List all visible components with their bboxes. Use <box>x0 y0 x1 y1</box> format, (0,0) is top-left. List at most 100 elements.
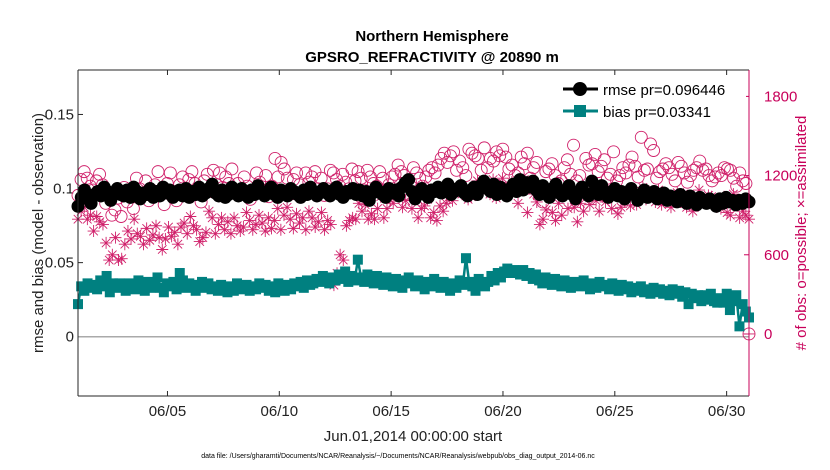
possible-obs-point <box>277 162 291 176</box>
assimilated-obs-point <box>368 213 381 226</box>
bias-point <box>397 282 408 293</box>
bias-point <box>336 273 347 284</box>
bias-point <box>718 297 729 308</box>
bias-point <box>241 279 252 290</box>
assimilated-obs-point <box>349 213 362 226</box>
possible-obs-point <box>625 150 639 164</box>
assimilated-obs-point <box>112 254 125 267</box>
bias-point <box>349 275 360 286</box>
assimilated-obs-point <box>577 205 590 218</box>
assimilated-obs-point <box>168 226 181 239</box>
possible-obs-point <box>225 162 239 176</box>
possible-obs-point <box>607 145 621 159</box>
possible-obs-point <box>733 166 747 180</box>
bias-point <box>584 284 595 295</box>
y2-tick-label: 0 <box>764 326 772 343</box>
assimilated-obs-point <box>224 227 237 240</box>
bias-point <box>378 279 389 290</box>
bias-point <box>530 269 541 280</box>
assimilated-obs-point <box>240 206 253 219</box>
possible-obs-point <box>640 162 654 176</box>
assimilated-obs-point <box>615 201 628 214</box>
bias-point <box>702 294 713 305</box>
possible-obs-point <box>650 171 664 185</box>
possible-obs-point <box>644 137 657 151</box>
bias-point <box>330 275 341 286</box>
bias-point <box>286 284 297 295</box>
assimilated-obs-point <box>262 211 275 224</box>
assimilated-obs-point <box>206 211 219 224</box>
assimilated-obs-point <box>187 219 200 232</box>
assimilated-obs-point <box>296 211 309 224</box>
possible-obs-point <box>428 166 442 180</box>
assimilated-obs-point <box>521 206 534 219</box>
assimilated-obs-point <box>106 248 119 261</box>
bias-point <box>212 285 223 296</box>
assimilated-obs-point <box>146 228 159 241</box>
bias-point <box>130 284 141 295</box>
bias-point <box>425 281 436 292</box>
assimilated-obs-point <box>571 215 584 228</box>
bias-point <box>556 281 567 292</box>
assimilated-obs-point <box>568 201 581 214</box>
assimilated-obs-point <box>109 231 122 244</box>
assimilated-obs-point <box>437 205 450 218</box>
assimilated-obs-point <box>418 199 431 212</box>
assimilated-obs-point <box>178 217 191 230</box>
assimilated-obs-point <box>221 215 234 228</box>
bias-point <box>604 284 615 295</box>
bias-point <box>279 285 290 296</box>
assimilated-obs-point <box>387 197 400 210</box>
data-file-footnote: data file: /Users/gharamti/Documents/NCA… <box>201 453 595 460</box>
possible-obs-point <box>323 163 337 177</box>
x-tick-label: 06/15 <box>372 403 410 420</box>
assimilated-obs-point <box>424 211 437 224</box>
possible-obs-point <box>677 166 691 180</box>
possible-obs-point <box>447 145 460 159</box>
possible-obs-point <box>163 166 177 180</box>
assimilated-obs-point <box>555 209 568 222</box>
assimilated-obs-point <box>90 210 103 223</box>
assimilated-obs-point <box>293 217 306 230</box>
possible-obs-point <box>250 166 263 180</box>
assimilated-obs-point <box>237 221 250 234</box>
assimilated-obs-point <box>184 210 197 223</box>
assimilated-obs-point <box>268 214 281 227</box>
assimilated-obs-point <box>277 209 290 222</box>
bias-point <box>203 278 214 289</box>
bias-point <box>495 272 506 283</box>
possible-obs-point <box>493 149 507 163</box>
assimilated-obs-point <box>171 238 184 251</box>
possible-obs-point <box>391 158 405 172</box>
bias-point <box>635 281 646 292</box>
possible-obs-point <box>388 167 402 181</box>
possible-obs-point <box>680 175 694 189</box>
assimilated-obs-point <box>340 219 353 232</box>
possible-obs-point <box>453 154 467 168</box>
bias-point <box>518 265 529 276</box>
assimilated-obs-point <box>440 197 453 210</box>
assimilated-obs-point <box>118 238 131 251</box>
possible-obs-point <box>567 138 581 152</box>
possible-obs-point <box>514 150 528 164</box>
assimilated-obs-point <box>334 248 347 261</box>
assimilated-obs-point <box>115 252 128 265</box>
assimilated-obs-point <box>561 202 574 215</box>
y-tick-label: 0.1 <box>53 181 74 198</box>
assimilated-obs-point <box>337 254 350 267</box>
chart-title: Northern Hemisphere <box>355 28 508 45</box>
bias-point <box>565 282 576 293</box>
assimilated-obs-point <box>365 207 378 220</box>
assimilated-obs-point <box>121 225 134 238</box>
assimilated-obs-point <box>128 213 141 226</box>
bias-point <box>387 281 398 292</box>
assimilated-obs-point <box>537 213 550 226</box>
possible-obs-point <box>671 155 685 169</box>
possible-obs-point <box>560 153 574 167</box>
bias-point <box>359 276 370 287</box>
series-rmse <box>71 173 756 213</box>
possible-obs-point <box>114 210 128 223</box>
y2-tick-label: 1800 <box>764 88 797 105</box>
y2-axis-label: # of obs: o=possible; ×=assimilated <box>793 116 810 351</box>
bias-point <box>190 285 201 296</box>
